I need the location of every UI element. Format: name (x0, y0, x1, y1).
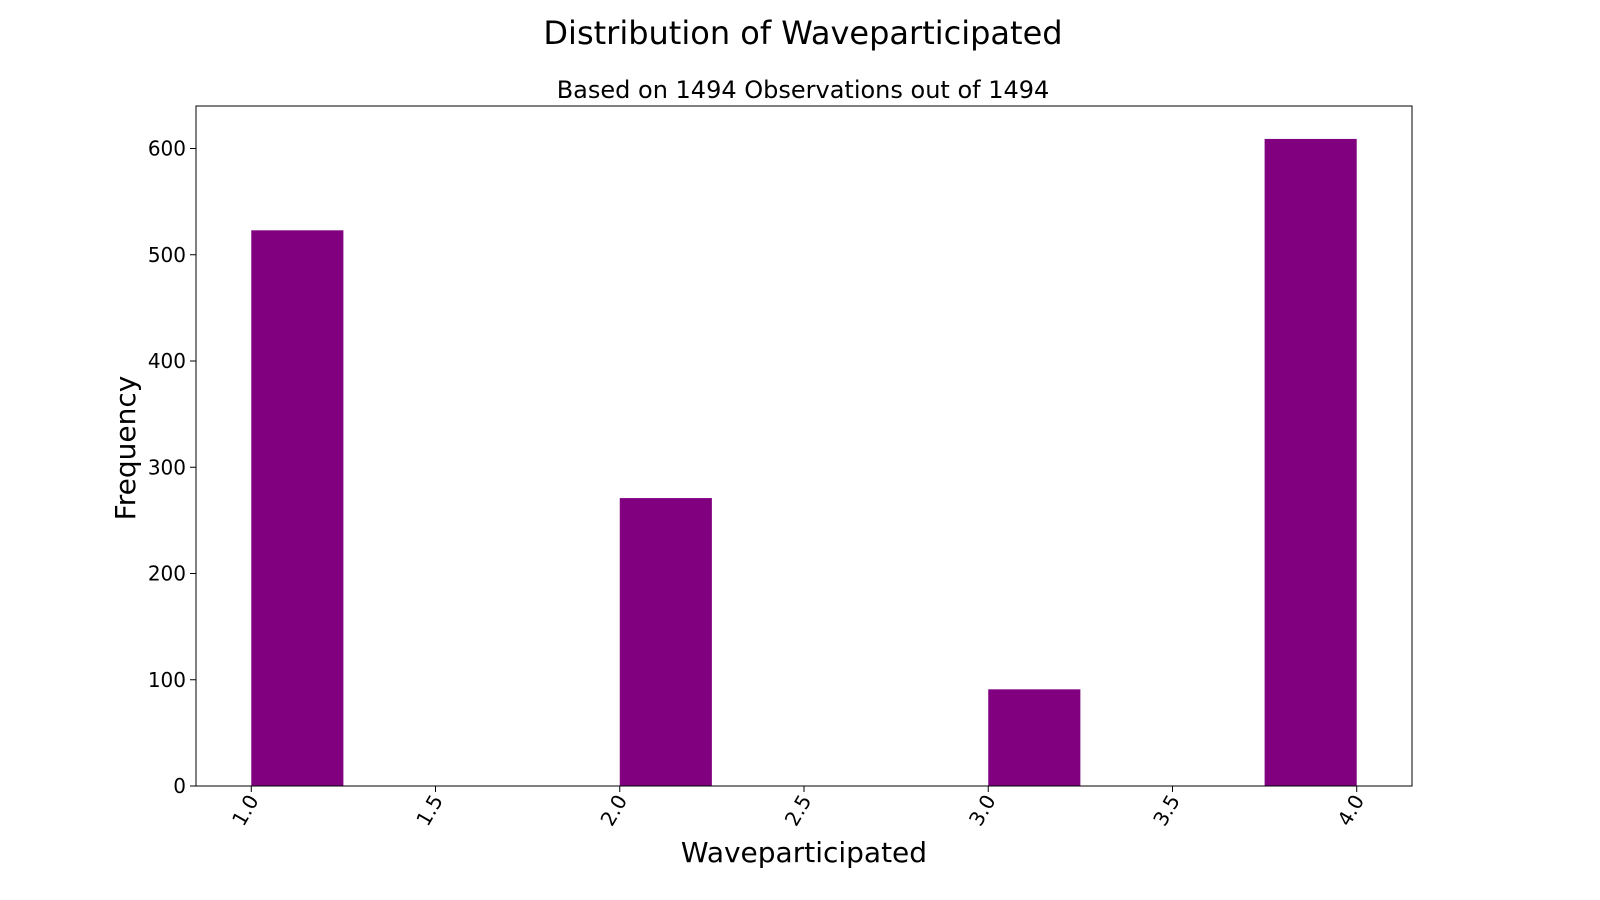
chart-title: Distribution of Waveparticipated (543, 14, 1062, 52)
x-tick-label: 1.0 (227, 791, 264, 831)
x-tick-label: 3.0 (964, 791, 1001, 831)
y-tick-label: 600 (148, 137, 186, 161)
y-tick-label: 500 (148, 243, 186, 267)
x-tick-label: 2.0 (595, 791, 632, 831)
histogram-bar (988, 689, 1081, 786)
x-tick-label: 3.5 (1148, 791, 1185, 831)
chart-subtitle: Based on 1494 Observations out of 1494 (557, 76, 1050, 104)
x-tick-label: 4.0 (1332, 791, 1369, 831)
bars-group (251, 138, 1357, 786)
histogram-bar (1264, 138, 1357, 786)
y-axis-label: Frequency (109, 376, 142, 521)
plot-frame (195, 105, 1413, 787)
x-axis-label: Waveparticipated (681, 836, 927, 869)
y-tick-label: 400 (148, 349, 186, 373)
y-tick-label: 300 (148, 455, 186, 479)
x-axis-ticks: 1.0 1.5 2.0 2.5 3.0 3.5 4.0 (227, 786, 1369, 830)
y-tick-label: 200 (148, 562, 186, 586)
x-tick-label: 2.5 (780, 791, 817, 831)
y-axis-ticks: 0 100 200 300 400 500 600 (148, 137, 196, 798)
histogram-bar (619, 498, 712, 786)
y-tick-label: 100 (148, 668, 186, 692)
x-tick-label: 1.5 (411, 791, 448, 831)
y-tick-label: 0 (173, 774, 186, 798)
histogram-bar (251, 230, 344, 786)
